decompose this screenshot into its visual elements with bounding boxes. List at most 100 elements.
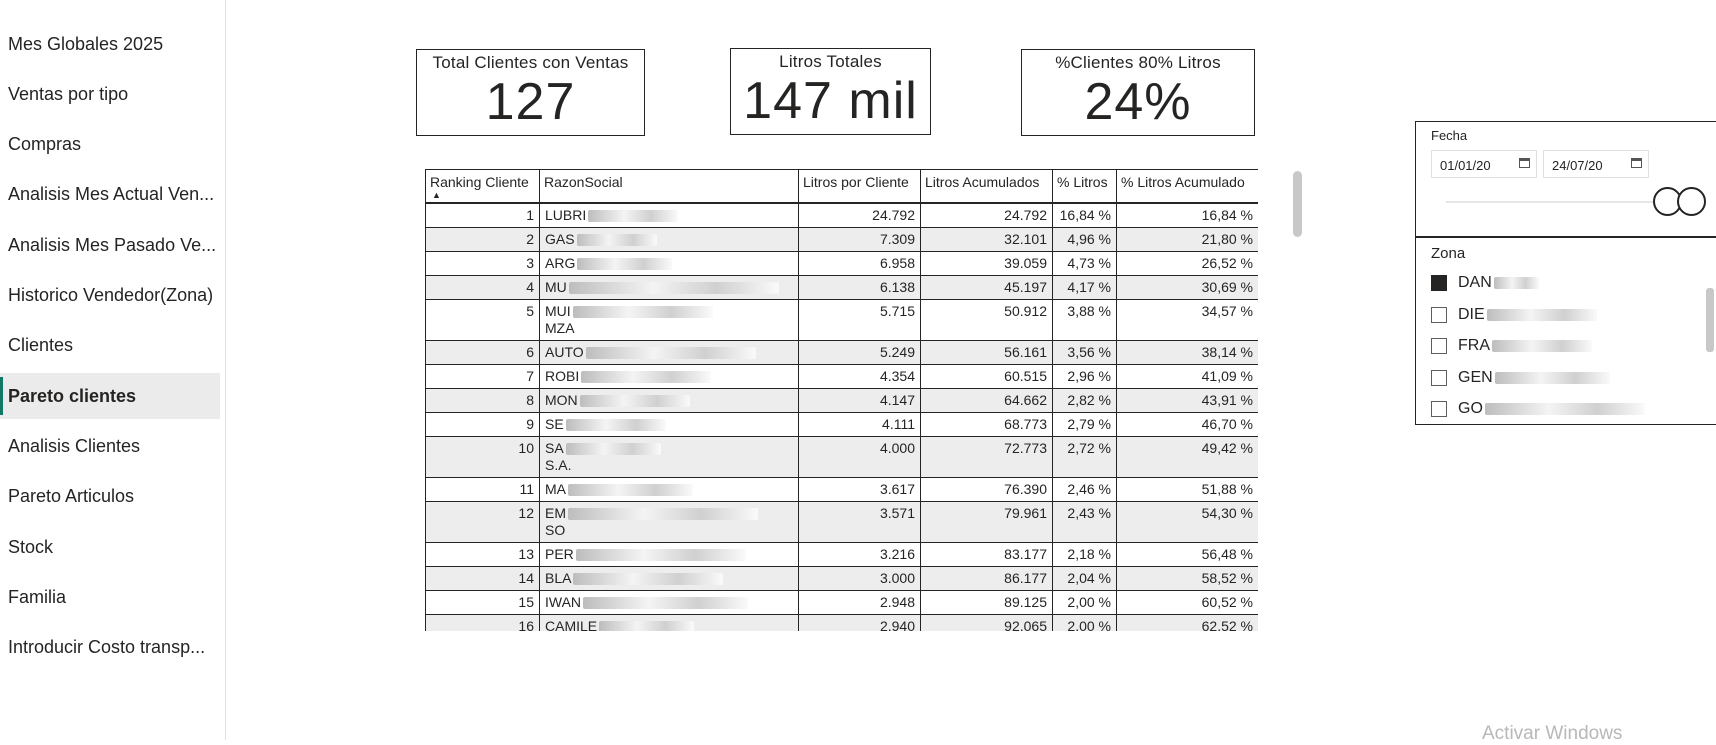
calendar-icon[interactable] <box>1631 158 1642 168</box>
redacted-text <box>565 418 666 431</box>
nav-item-4[interactable]: Analisis Mes Pasado Ve... <box>8 234 217 255</box>
redacted-text <box>568 483 693 496</box>
redacted-text <box>588 209 679 222</box>
table-row[interactable]: 2 GAS 7.309 32.101 4,96 % 21,80 % <box>425 227 1258 252</box>
redacted-text <box>583 596 749 609</box>
cell-razonsocial: MA <box>539 477 799 502</box>
checkbox[interactable] <box>1431 275 1447 291</box>
table-row[interactable]: 8 MON 4.147 64.662 2,82 % 43,91 % <box>425 388 1258 413</box>
card-pct-clientes-value: 24% <box>1084 73 1192 131</box>
cell-pct-acumulado: 34,57 % <box>1116 299 1258 341</box>
cell-litros-acumulados: 89.125 <box>920 590 1053 615</box>
cell-ranking: 15 <box>425 590 540 615</box>
nav-item-11[interactable]: Familia <box>8 586 67 607</box>
checkbox[interactable] <box>1431 306 1447 323</box>
table-row[interactable]: 6 AUTO 5.249 56.161 3,56 % 38,14 % <box>425 340 1258 365</box>
column-header-litros-acumulados[interactable]: Litros Acumulados <box>920 169 1053 204</box>
nav-item-3[interactable]: Analisis Mes Actual Ven... <box>8 184 215 205</box>
table-row[interactable]: 12 EM SO 3.571 79.961 2,43 % 54,30 % <box>425 501 1258 543</box>
cell-ranking: 1 <box>425 202 540 228</box>
table-row[interactable]: 15 IWAN 2.948 89.125 2,00 % 60,52 % <box>425 590 1258 615</box>
nav-item-8[interactable]: Analisis Clientes <box>8 435 141 456</box>
zona-option[interactable]: GEN <box>1431 367 1610 389</box>
cell-pct-litros: 16,84 % <box>1052 202 1117 228</box>
sort-ascending-icon[interactable]: ▲ <box>432 189 441 200</box>
column-header-ranking[interactable]: Ranking Cliente ▲ <box>425 169 540 204</box>
cell-pct-litros: 2,82 % <box>1052 388 1117 413</box>
cell-razonsocial: IWAN <box>539 590 799 615</box>
column-header-pct-acumulado[interactable]: % Litros Acumulado <box>1116 169 1258 204</box>
table-scrollbar[interactable] <box>1293 171 1302 237</box>
table-row[interactable]: 5 MUI MZA 5.715 50.912 3,88 % 34,57 % <box>425 299 1258 341</box>
cell-litros: 3.617 <box>798 477 921 502</box>
zona-scrollbar[interactable] <box>1706 288 1714 352</box>
column-header-pct-litros[interactable]: % Litros <box>1052 169 1117 204</box>
nav-item-5[interactable]: Historico Vendedor(Zona) <box>8 285 214 305</box>
fecha-from-input[interactable]: 01/01/20 <box>1431 150 1537 178</box>
nav-item-1[interactable]: Ventas por tipo <box>8 83 129 104</box>
zona-option[interactable]: GO <box>1431 398 1645 420</box>
table-row[interactable]: 16 CAMILE 2.940 92.065 2,00 % 62,52 % <box>425 614 1258 631</box>
nav-item-10[interactable]: Stock <box>8 536 54 557</box>
cell-litros: 24.792 <box>798 202 921 228</box>
checkbox[interactable] <box>1431 369 1447 386</box>
cell-litros-acumulados: 79.961 <box>920 501 1053 543</box>
cell-litros: 2.940 <box>798 614 921 631</box>
cell-pct-litros: 2,72 % <box>1052 436 1117 478</box>
table-row[interactable]: 14 BLA 3.000 86.177 2,04 % 58,52 % <box>425 566 1258 591</box>
cell-ranking: 10 <box>425 436 540 478</box>
cell-ranking: 16 <box>425 614 540 631</box>
pareto-table[interactable]: Ranking Cliente ▲ RazonSocial Litros por… <box>425 169 1258 631</box>
cell-razonsocial: AUTO <box>539 340 799 365</box>
table-row[interactable]: 7 ROBI 4.354 60.515 2,96 % 41,09 % <box>425 364 1258 389</box>
table-row[interactable]: 10 SA S.A. 4.000 72.773 2,72 % 49,42 % <box>425 436 1258 478</box>
cell-pct-litros: 2,46 % <box>1052 477 1117 502</box>
cell-razonsocial: CAMILE <box>539 614 799 631</box>
checkbox[interactable] <box>1431 401 1447 417</box>
cell-pct-litros: 2,00 % <box>1052 590 1117 615</box>
cell-razonsocial: SA S.A. <box>539 436 799 478</box>
zona-option[interactable]: DIE <box>1431 304 1597 326</box>
cell-litros-acumulados: 72.773 <box>920 436 1053 478</box>
table-row[interactable]: 11 MA 3.617 76.390 2,46 % 51,88 % <box>425 477 1258 502</box>
table-row[interactable]: 1 LUBRI 24.792 24.792 16,84 % 16,84 % <box>425 202 1258 228</box>
card-total-clientes-value: 127 <box>485 73 576 131</box>
cell-pct-litros: 4,73 % <box>1052 251 1117 276</box>
redacted-text <box>1486 308 1597 321</box>
card-pct-clientes: %Clientes 80% Litros 24% <box>1021 49 1255 136</box>
fecha-to-input[interactable]: 24/07/20 <box>1543 150 1649 178</box>
nav-item-9[interactable]: Pareto Articulos <box>8 486 135 507</box>
nav-item-0[interactable]: Mes Globales 2025 <box>8 33 164 54</box>
cell-razonsocial: PER <box>539 542 799 567</box>
cell-litros: 5.715 <box>798 299 921 341</box>
cell-razonsocial: GAS <box>539 227 799 252</box>
card-litros-totales-value: 147 mil <box>743 72 918 130</box>
fecha-slider-end-handle[interactable] <box>1677 187 1706 216</box>
cell-ranking: 6 <box>425 340 540 365</box>
cell-ranking: 3 <box>425 251 540 276</box>
redacted-text <box>599 620 695 631</box>
table-row[interactable]: 3 ARG 6.958 39.059 4,73 % 26,52 % <box>425 251 1258 276</box>
cell-pct-litros: 3,56 % <box>1052 340 1117 365</box>
card-total-clientes-title: Total Clientes con Ventas <box>432 53 629 72</box>
calendar-icon[interactable] <box>1519 158 1530 168</box>
zona-option[interactable]: FRA <box>1431 335 1592 357</box>
table-row[interactable]: 4 MU 6.138 45.197 4,17 % 30,69 % <box>425 275 1258 300</box>
card-total-clientes: Total Clientes con Ventas 127 <box>416 49 645 136</box>
column-header-razonsocial[interactable]: RazonSocial <box>539 169 799 204</box>
cell-litros: 7.309 <box>798 227 921 252</box>
zona-option[interactable]: DAN <box>1431 272 1539 294</box>
nav-item-12[interactable]: Introducir Costo transp... <box>8 637 206 658</box>
nav-item-7[interactable]: Pareto clientes <box>0 373 220 420</box>
checkbox[interactable] <box>1431 338 1447 354</box>
redacted-text <box>579 394 690 407</box>
redacted-text <box>573 572 724 585</box>
redacted-text <box>576 233 657 246</box>
table-row[interactable]: 13 PER 3.216 83.177 2,18 % 56,48 % <box>425 542 1258 567</box>
table-row[interactable]: 9 SE 4.111 68.773 2,79 % 46,70 % <box>425 412 1258 437</box>
column-header-litros[interactable]: Litros por Cliente <box>798 169 921 204</box>
nav-item-6[interactable]: Clientes <box>8 335 74 356</box>
cell-pct-litros: 2,96 % <box>1052 364 1117 389</box>
nav-item-2[interactable]: Compras <box>8 134 82 155</box>
cell-litros-acumulados: 32.101 <box>920 227 1053 252</box>
